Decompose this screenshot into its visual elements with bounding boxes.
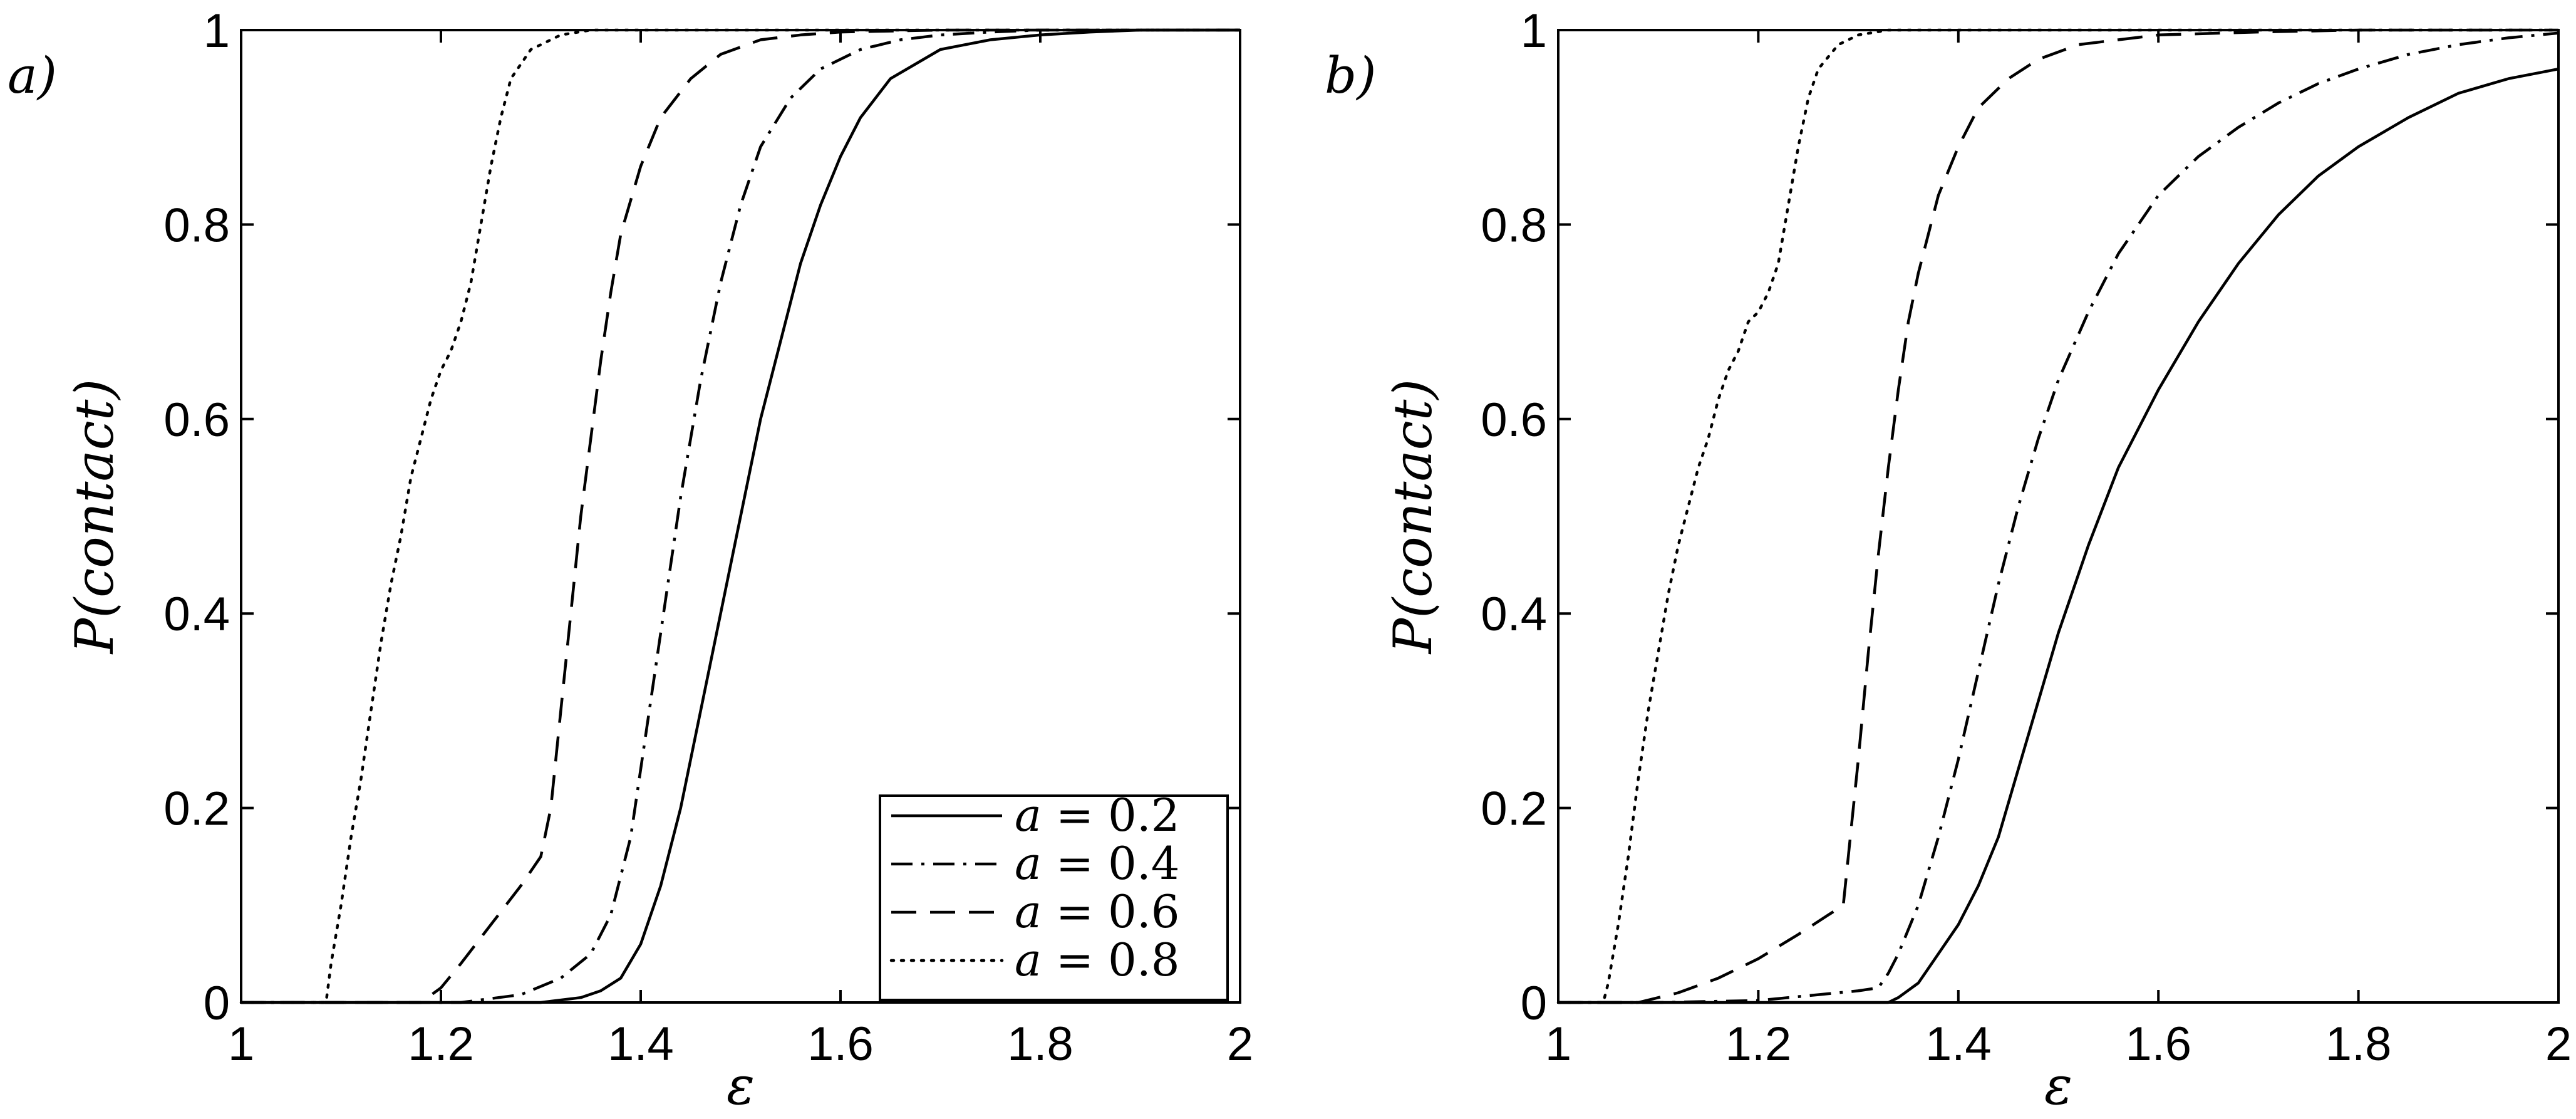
legend-label-value: = 0.6 [1042,885,1180,938]
series-line-dashed [241,28,1240,1004]
x-tick-label: 2 [2545,1018,2572,1071]
x-tick-label: 1 [228,1018,254,1071]
x-axis-label: ε [727,1055,755,1116]
plot-frame [1557,29,2560,1004]
x-tick-label: 1.2 [408,1018,474,1071]
y-tick-label: 0.4 [1481,588,1547,641]
legend-label: a = 0.8 [1015,934,1180,986]
legend-label-value: = 0.2 [1042,789,1180,841]
x-tick-label: 1.4 [1925,1018,1992,1071]
series-line-dotted [239,28,1242,1004]
legend-label-var: a [1015,885,1042,938]
y-tick-label: 0.8 [1481,199,1547,252]
y-tick-label: 0.4 [163,588,230,641]
y-tick-label: 0.6 [163,393,230,447]
x-tick-label: 1.2 [1725,1018,1792,1071]
chart-panel-b: 1 1.2 1.4 1.6 1.8 2 0 0.2 0.4 0.6 0.8 1 ε P(contact) b… [1325,4,2572,1116]
series-line-solid [1558,67,2559,1004]
x-tick-label: 1.4 [608,1018,674,1071]
panel-label: b) [1325,46,1376,105]
x-tick-label: 1.8 [2325,1018,2392,1071]
panel-label: a) [8,46,57,105]
x-axis-label: ε [2044,1055,2072,1116]
legend-label-var: a [1015,934,1042,986]
legend-label-value: = 0.4 [1042,837,1180,890]
y-tick-label: 1 [1521,4,1547,58]
x-tick-label: 1 [1545,1018,1571,1071]
x-tick-label: 1.8 [1007,1018,1073,1071]
series-line-dash-dot [241,28,1240,1004]
y-tick-label: 0 [204,977,230,1030]
series-line-dashed [1558,28,2558,1004]
y-axis-label: P(contact) [1382,379,1444,655]
series-line-dotted [1556,28,2560,1004]
y-axis-label: P(contact) [64,379,125,655]
series-line-dash-dot [1558,31,2559,1004]
legend-label-var: a [1015,837,1042,890]
legend-box [879,794,1229,1001]
x-tick-label: 2 [1227,1018,1253,1071]
y-tick-label: 0.2 [163,783,230,836]
legend-label: a = 0.4 [1015,837,1180,890]
y-tick-label: 1 [204,4,230,58]
legend: a = 0.2a = 0.4a = 0.6a = 0.8 [879,789,1229,1001]
legend-label-value: = 0.8 [1042,934,1180,986]
y-tick-label: 0.6 [1481,393,1547,447]
x-tick-label: 1.6 [2125,1018,2191,1071]
legend-label: a = 0.2 [1015,789,1180,841]
y-tick-label: 0.2 [1481,783,1547,836]
y-tick-label: 0.8 [163,199,230,252]
y-tick-label: 0 [1521,977,1547,1030]
x-tick-label: 1.6 [807,1018,874,1071]
plot-frame [240,29,1241,1004]
legend-label: a = 0.6 [1015,885,1180,938]
legend-label-var: a [1015,789,1042,841]
chart-panel-a: 1 1.2 1.4 1.6 1.8 2 0 0.2 0.4 0.6 0.8 1 ε P(contact) a… [8,4,1253,1116]
series-line-solid [241,28,1240,1004]
